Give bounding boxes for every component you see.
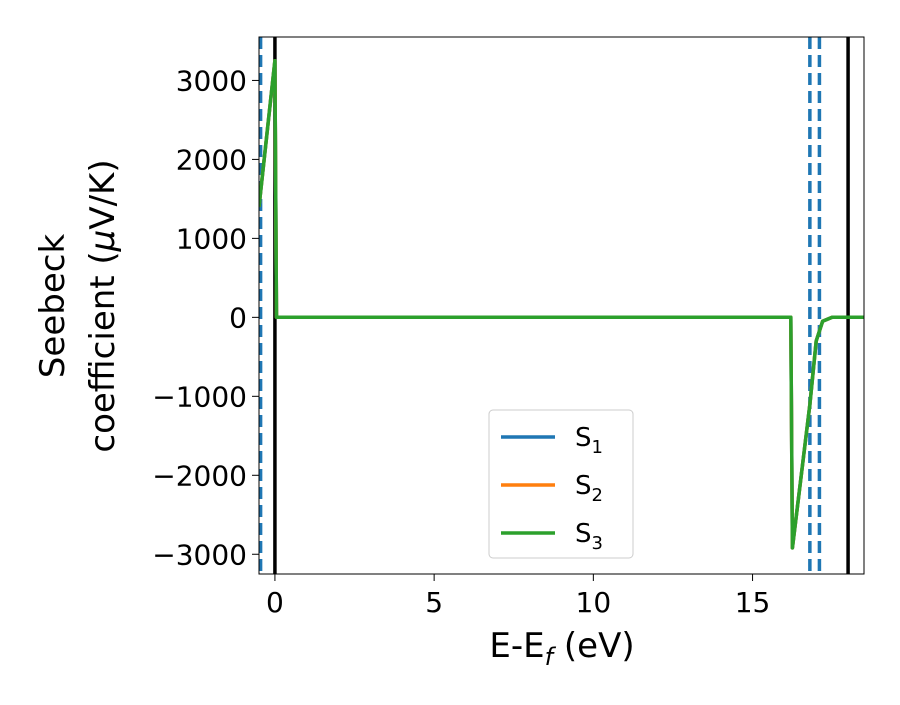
x-tick-label: 5: [425, 586, 443, 619]
series-line-s3: [259, 58, 864, 550]
x-axis: 0 5 10 15: [266, 574, 770, 619]
y-tick-label: 3000: [176, 64, 247, 97]
y-axis-title-line1: Seebeck: [33, 234, 73, 379]
x-axis-title-unit: (eV): [553, 626, 635, 666]
y-tick-label: −2000: [152, 459, 247, 492]
y-axis-title-prefix: coefficient (: [83, 251, 123, 452]
x-axis-title: E-Ef (eV): [489, 626, 634, 671]
y-axis-title-line2: coefficient (μV/K): [83, 159, 123, 452]
y-tick-label: 0: [229, 301, 247, 334]
y-axis-title-mu: μ: [83, 230, 123, 253]
x-tick-label: 10: [576, 586, 612, 619]
x-tick-label: 0: [266, 586, 284, 619]
y-axis: 3000 2000 1000 0 −1000 −2000 −3000: [152, 64, 259, 571]
y-axis-title: Seebeck coefficient (μV/K): [33, 159, 123, 452]
y-tick-label: 1000: [176, 222, 247, 255]
legend-label-s2: S2: [575, 471, 603, 506]
y-axis-title-suffix: V/K): [83, 159, 123, 229]
legend-label-s1: S1: [575, 423, 603, 458]
y-tick-label: 2000: [176, 143, 247, 176]
y-tick-label: −1000: [152, 380, 247, 413]
x-axis-title-main: E-E: [489, 626, 544, 666]
legend: S1 S2 S3: [488, 409, 634, 559]
series-layer: [259, 58, 864, 550]
legend-label-s3: S3: [575, 519, 603, 554]
plot-frame: [258, 36, 865, 575]
y-tick-label: −3000: [152, 538, 247, 571]
x-tick-label: 15: [735, 586, 771, 619]
legend-box: [488, 409, 634, 559]
